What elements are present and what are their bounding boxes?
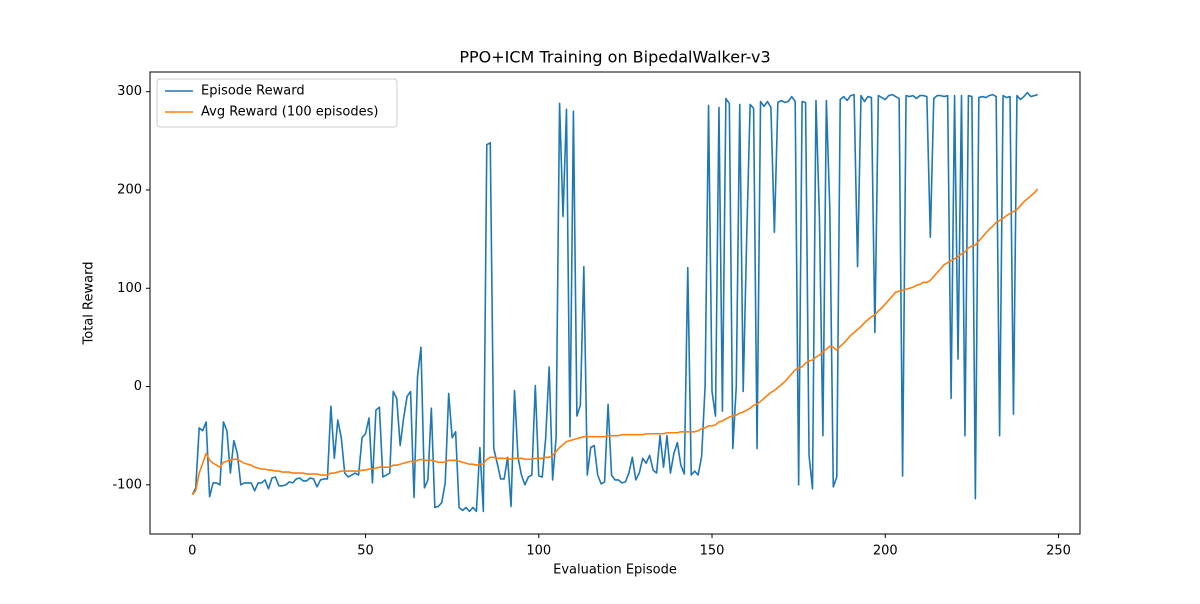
x-tick-label: 150 [700, 544, 725, 559]
chart-title: PPO+ICM Training on BipedalWalker-v3 [459, 48, 770, 67]
x-tick-label: 100 [526, 544, 551, 559]
x-tick-label: 200 [873, 544, 898, 559]
legend-label: Avg Reward (100 episodes) [201, 105, 378, 120]
plot-frame [149, 71, 1081, 535]
legend-box [156, 78, 398, 128]
y-tick-label: 100 [117, 281, 142, 296]
series-line [191, 91, 1038, 513]
y-tick-label: 300 [117, 84, 142, 99]
y-axis-label: Total Reward [82, 262, 97, 346]
x-tick-label: 0 [188, 544, 196, 559]
y-tick-label: 200 [117, 182, 142, 197]
x-axis-label: Evaluation Episode [553, 563, 677, 578]
x-tick-label: 50 [357, 544, 374, 559]
y-tick-label: -100 [112, 477, 142, 492]
x-tick-label: 250 [1046, 544, 1071, 559]
y-tick-label: 0 [134, 379, 142, 394]
legend-label: Episode Reward [201, 84, 305, 99]
series-line [191, 188, 1039, 496]
